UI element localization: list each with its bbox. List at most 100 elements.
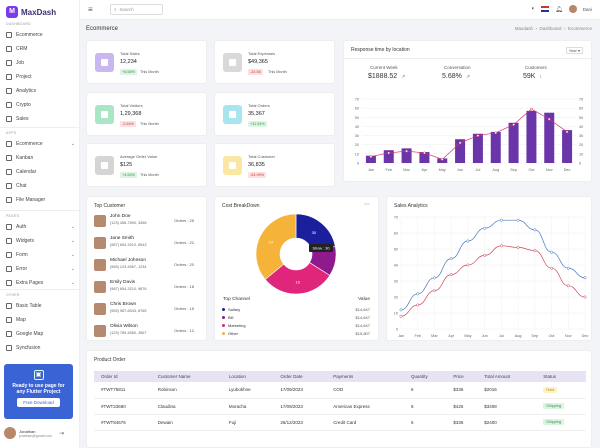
series-line	[400, 245, 586, 317]
response-chart: 0 0 10 10 20 20 30 30 40 40 50 50 60 60 70 70 Jan Feb Mar A…	[355, 98, 583, 173]
line-point	[433, 276, 436, 280]
sidebar-item-kanban[interactable]: Kanban	[6, 153, 75, 163]
table-cell: Shipping	[536, 414, 586, 431]
sidebar-item-chat[interactable]: Chat	[6, 181, 75, 191]
avatar	[4, 427, 16, 439]
sidebar-item-form[interactable]: Form ⌄	[6, 250, 75, 260]
kpi-card: Total Customer 36,835 -54.99%	[214, 143, 335, 187]
sidebar-item-crm[interactable]: CRM	[6, 44, 75, 54]
sidebar-item-ecommerce[interactable]: Ecommerce	[6, 30, 75, 40]
column-header[interactable]: Order Id	[94, 371, 151, 382]
sidebar-item-syncfusion[interactable]: Syncfusion	[6, 343, 75, 353]
sidebar-item-file-manager[interactable]: File Manager	[6, 195, 75, 205]
sidebar-item-sales[interactable]: Sales	[6, 114, 75, 124]
column-header[interactable]: Quantity	[403, 371, 447, 382]
sidebar-item-google-map[interactable]: Google Map	[6, 329, 75, 339]
nav-icon	[6, 102, 12, 108]
x-tick-label: Nov	[565, 334, 572, 338]
app-logo[interactable]: M MaxDash	[6, 6, 56, 18]
kpi-label: Average Order Value	[120, 154, 158, 159]
card-title: Sales Analytics	[394, 203, 428, 209]
table-row[interactable]: #TWT23690 Claudina Moracha 17/09/2023 Americ…	[94, 398, 586, 415]
sidebar-item-widgets[interactable]: Widgets ⌄	[6, 236, 75, 246]
column-header[interactable]: Location	[221, 371, 274, 382]
line-point	[433, 289, 436, 293]
theme-icon[interactable]: ◐	[531, 6, 536, 12]
user-avatar[interactable]	[568, 5, 577, 13]
bar	[508, 122, 519, 163]
logout-icon[interactable]: ⇥	[58, 430, 64, 437]
sidebar-user[interactable]: Jonathan jonathan@gmail.com ⇥	[4, 427, 64, 439]
sidebar-item-label: Analytics	[16, 88, 37, 94]
sidebar-item-analytics[interactable]: Analytics	[6, 86, 75, 96]
promo-text-1: Ready to use page for	[12, 383, 65, 389]
x-tick-label: Oct	[528, 168, 535, 172]
legend-dot	[222, 332, 225, 335]
sidebar-item-calendar[interactable]: Calendar	[6, 167, 75, 177]
line-point	[387, 151, 391, 155]
column-header[interactable]: Customer Name	[150, 371, 222, 382]
list-item[interactable]: Emily Davis (987) 654-3210, 9876 Orders : …	[94, 277, 200, 299]
language-flag-icon[interactable]	[541, 6, 550, 12]
chevron-down-icon: ⌄	[70, 238, 75, 244]
list-item[interactable]: Olivia Wilson (123) 789-4560, 4567 Orders …	[94, 321, 200, 343]
search-placeholder: Search	[119, 7, 134, 12]
sidebar-item-error[interactable]: Error ⌄	[6, 264, 75, 274]
breadcrumb-item[interactable]: Maxdash	[514, 26, 533, 31]
customer-phone: (123) 789-4560, 4567	[110, 331, 147, 335]
menu-icon[interactable]: ≡	[88, 5, 93, 14]
list-item[interactable]: Jane Smith (987) 654-3210, 6543 Orders : 2…	[94, 233, 200, 255]
channel-header: Top Channel	[223, 297, 250, 302]
sidebar-item-job[interactable]: Job	[6, 58, 75, 68]
topbar-user-name[interactable]: Dani	[582, 6, 592, 12]
x-tick-label: Sep	[531, 334, 538, 338]
year-dropdown[interactable]: Year ▾	[565, 47, 583, 54]
nav-icon	[6, 252, 12, 258]
sidebar-item-basic-table[interactable]: Basic Table	[6, 301, 75, 311]
y2-tick-label: 70	[579, 98, 583, 102]
sidebar-item-auth[interactable]: Auth ⌄	[6, 222, 75, 232]
line-point	[550, 250, 553, 254]
more-icon[interactable]: ⋯	[364, 202, 370, 208]
table-cell: 6	[403, 414, 447, 431]
x-tick-label: Oct	[549, 334, 556, 338]
y-tick-label: 0	[396, 328, 398, 332]
search-input[interactable]: ⌕ Search	[110, 4, 163, 15]
sidebar-item-project[interactable]: Project	[6, 72, 75, 82]
cost-breakdown-card: Cost BreakDown ⋯ 30 10 10 Show : 30 Top Cha…	[214, 196, 379, 341]
column-header[interactable]: Price	[446, 371, 478, 382]
table-row[interactable]: #TWT75811 Robinson Lyubokhne 17/09/2023 COD 6…	[94, 382, 586, 399]
orders-table: Order Id Customer Name Location Order Date P…	[94, 371, 586, 431]
y-tick-label: 60	[355, 107, 359, 111]
free-download-button[interactable]: Free Download	[17, 398, 60, 407]
sidebar-item-extra-pages[interactable]: Extra Pages ⌄	[6, 278, 75, 288]
bell-icon[interactable]: 🔔︎	[555, 6, 563, 13]
table-row[interactable]: #TWT84676 Dewain Fuji 26/12/2023 Credit Card…	[94, 414, 586, 431]
stat-value: 5.68% ↗	[442, 73, 470, 80]
sidebar-item-map[interactable]: Map	[6, 315, 75, 325]
chevron-down-icon: ⌄	[70, 224, 75, 230]
column-header[interactable]: Payments	[326, 371, 404, 382]
kpi-glyph-icon	[101, 59, 108, 66]
kpi-badge: -24.56	[248, 69, 263, 75]
x-tick-label: Aug	[492, 168, 499, 172]
list-item[interactable]: John Doe (123) 456-7890, 3456 Orders : 25	[94, 211, 200, 233]
list-item[interactable]: Michael Johnson (555) 123-4567, 1234 Order…	[94, 255, 200, 277]
sidebar-item-crypto[interactable]: Crypto	[6, 100, 75, 110]
list-item[interactable]: Chris Brown (555) 987-6543, 8765 Orders : …	[94, 299, 200, 321]
kpi-badge: -2.64%	[120, 121, 137, 127]
line-point	[458, 141, 462, 145]
bar	[383, 150, 394, 163]
column-header[interactable]: Status	[536, 371, 586, 382]
avatar	[94, 325, 106, 337]
nav-icon	[6, 317, 12, 323]
breadcrumb-item[interactable]: Dashboard	[539, 26, 562, 31]
sidebar-item-ecommerce[interactable]: Ecommerce ⌄	[6, 139, 75, 149]
x-tick-label: Nov	[546, 168, 553, 172]
column-header[interactable]: Order Date	[273, 371, 327, 382]
table-cell: $426	[446, 398, 478, 415]
nav-icon	[6, 141, 12, 147]
column-header[interactable]: Total Amount	[477, 371, 537, 382]
kpi-period: This Month	[140, 122, 159, 126]
channel-name: Sallary	[228, 307, 241, 312]
